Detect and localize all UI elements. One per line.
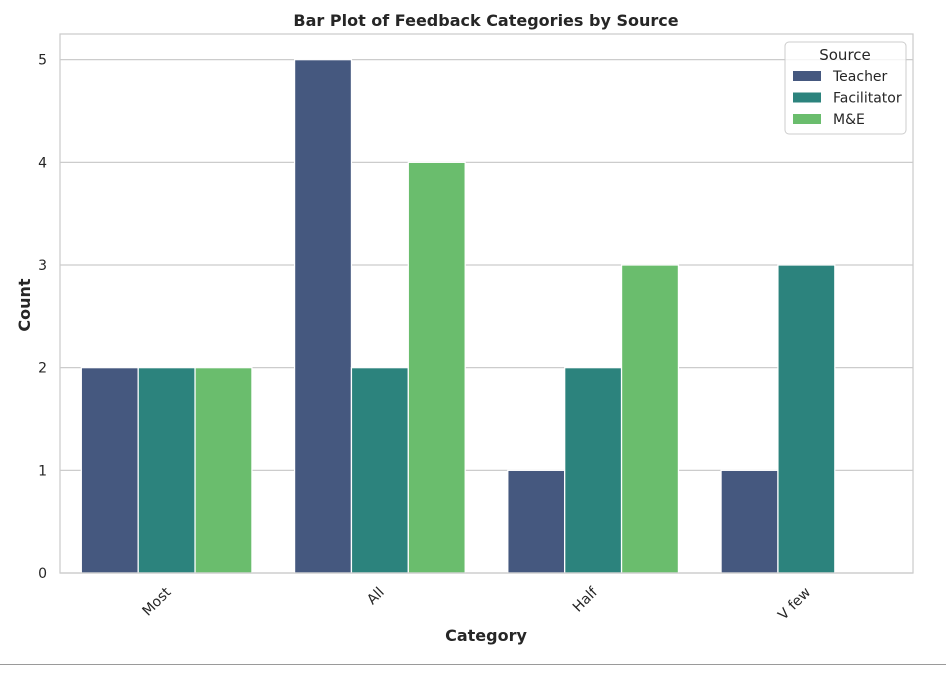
plot-frame [59,33,914,574]
legend-items: Teacher Facilitator M&E [793,69,902,128]
legend-swatch [793,114,821,124]
bar [80,367,139,574]
y-tick-label: 1 [38,463,47,479]
legend-label: M&E [833,112,865,128]
bar [777,264,836,574]
page-bottom-rule [0,664,946,665]
y-tick-labels: 0 1 2 3 4 5 [38,53,47,582]
bar [620,264,680,574]
legend-swatch [793,92,821,103]
bars [80,59,836,574]
bar [720,469,779,574]
y-tick-label: 3 [38,258,47,274]
legend-box [784,41,907,135]
bar [137,367,196,574]
bar [350,367,409,574]
y-tick-label: 2 [38,361,47,377]
bar [564,367,623,574]
legend: Source Teacher Facilitator M&E [784,41,907,135]
bar [407,161,466,574]
y-tick-label: 5 [38,53,47,69]
legend-title: Source [819,46,871,64]
chart-title: Bar Plot of Feedback Categories by Sourc… [293,11,678,30]
legend-swatch [793,71,821,81]
legend-label: Teacher [832,69,888,85]
legend-label: Facilitator [833,91,902,107]
y-axis-label: Count [15,278,34,332]
bar [293,59,353,574]
y-tick-label: 0 [38,566,47,582]
x-axis-label: Category [445,626,527,645]
y-tick-label: 4 [38,155,47,171]
bar [194,367,253,574]
bar [507,469,566,574]
